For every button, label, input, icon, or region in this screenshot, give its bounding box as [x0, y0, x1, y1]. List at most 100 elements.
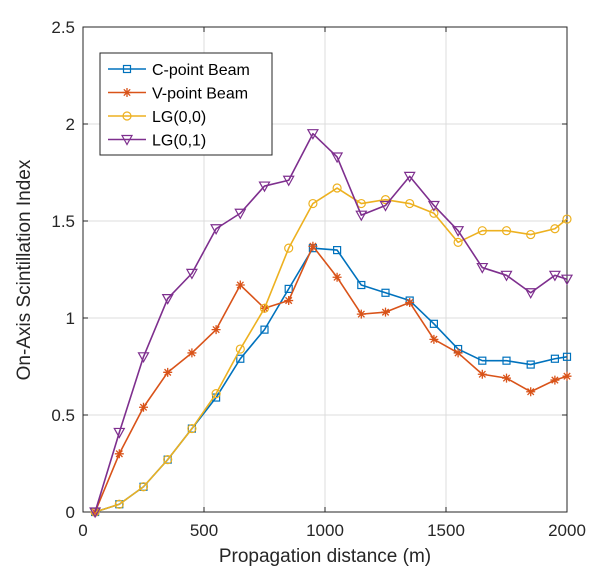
axis-ticks: 0 500 1000 1500 2000 0 0.5 1 1.5 2 2.5 [51, 18, 586, 540]
data-point [308, 198, 318, 209]
data-point [381, 307, 390, 317]
legend-entry: LG(0,0) [108, 109, 206, 126]
y-tick-label: 2.5 [51, 18, 75, 37]
data-point [163, 455, 173, 465]
series-line [94, 132, 568, 513]
data-point [114, 449, 124, 459]
data-point [560, 274, 574, 286]
data-point [550, 224, 560, 234]
data-point [403, 171, 416, 183]
data-point [477, 369, 487, 379]
x-tick-label: 0 [78, 521, 87, 540]
y-tick-label: 1 [66, 309, 75, 328]
data-point [550, 354, 560, 363]
data-point [332, 183, 342, 193]
data-point [236, 354, 245, 363]
data-point [210, 224, 223, 235]
data-point [113, 427, 126, 439]
legend-entry: C-point Beam [108, 62, 250, 79]
data-point [258, 181, 271, 193]
data-point [429, 208, 439, 218]
data-point [478, 356, 487, 365]
data-point [187, 423, 197, 434]
series-group [89, 129, 574, 519]
legend-marker [120, 134, 134, 146]
data-point [476, 262, 489, 274]
y-axis-label: On-Axis Scintillation Index [14, 159, 35, 380]
data-point [500, 270, 513, 282]
series-4 [89, 129, 574, 519]
data-point [308, 241, 318, 251]
legend-label: V-point Beam [152, 86, 248, 103]
data-point [187, 348, 197, 358]
x-tick-label: 2000 [548, 521, 586, 540]
x-axis-label: Propagation distance (m) [219, 546, 431, 567]
data-point [284, 243, 294, 253]
data-point [477, 226, 487, 236]
data-point [235, 280, 245, 290]
data-point [137, 352, 150, 364]
data-point [284, 284, 293, 293]
legend: C-point Beam V-point Beam LG(0,0) LG(0,1) [99, 52, 273, 156]
data-point [306, 129, 319, 140]
x-tick-label: 1500 [427, 521, 465, 540]
legend-label: C-point Beam [152, 62, 250, 79]
data-point [259, 303, 270, 313]
data-point [282, 175, 295, 187]
data-point [548, 270, 561, 282]
data-point [211, 389, 221, 399]
data-point [235, 344, 245, 354]
legend-entry: LG(0,1) [108, 133, 206, 150]
data-point [453, 348, 463, 358]
data-point [333, 246, 342, 255]
legend-marker [122, 64, 132, 74]
legend-label: LG(0,1) [152, 133, 206, 150]
data-point [381, 288, 390, 297]
y-tick-label: 0 [66, 503, 75, 522]
data-point [114, 499, 124, 509]
data-point [453, 237, 463, 247]
data-point [138, 482, 149, 492]
data-point [502, 356, 511, 365]
data-point [526, 360, 535, 369]
data-point [550, 375, 560, 385]
y-tick-label: 0.5 [51, 406, 75, 425]
data-point [526, 387, 536, 397]
data-point [405, 198, 415, 209]
data-point [139, 402, 148, 412]
data-point [260, 325, 269, 334]
series-line [94, 187, 568, 513]
legend-marker [122, 111, 132, 121]
data-point [357, 280, 366, 290]
data-point [562, 371, 572, 381]
data-point [562, 352, 572, 361]
data-point [429, 334, 439, 344]
data-point [356, 309, 366, 319]
data-point [562, 214, 572, 224]
data-point [89, 507, 102, 519]
data-point [524, 288, 537, 300]
data-point [429, 319, 438, 328]
data-point [526, 229, 536, 240]
legend-box [99, 52, 273, 156]
legend-entry: V-point Beam [108, 86, 248, 103]
y-tick-label: 1.5 [51, 212, 75, 231]
data-point [355, 210, 368, 222]
data-point [452, 226, 465, 237]
data-point [161, 294, 174, 305]
data-point [501, 226, 512, 236]
data-point [284, 296, 294, 306]
legend-marker [122, 88, 132, 97]
y-tick-label: 2 [66, 115, 75, 134]
data-point [331, 152, 344, 164]
data-point [379, 200, 392, 212]
data-point [211, 325, 221, 335]
data-point [234, 208, 247, 220]
legend-label: LG(0,0) [152, 109, 206, 126]
data-point [427, 200, 440, 212]
data-point [332, 272, 342, 282]
data-point [502, 373, 511, 383]
data-point [405, 297, 415, 307]
